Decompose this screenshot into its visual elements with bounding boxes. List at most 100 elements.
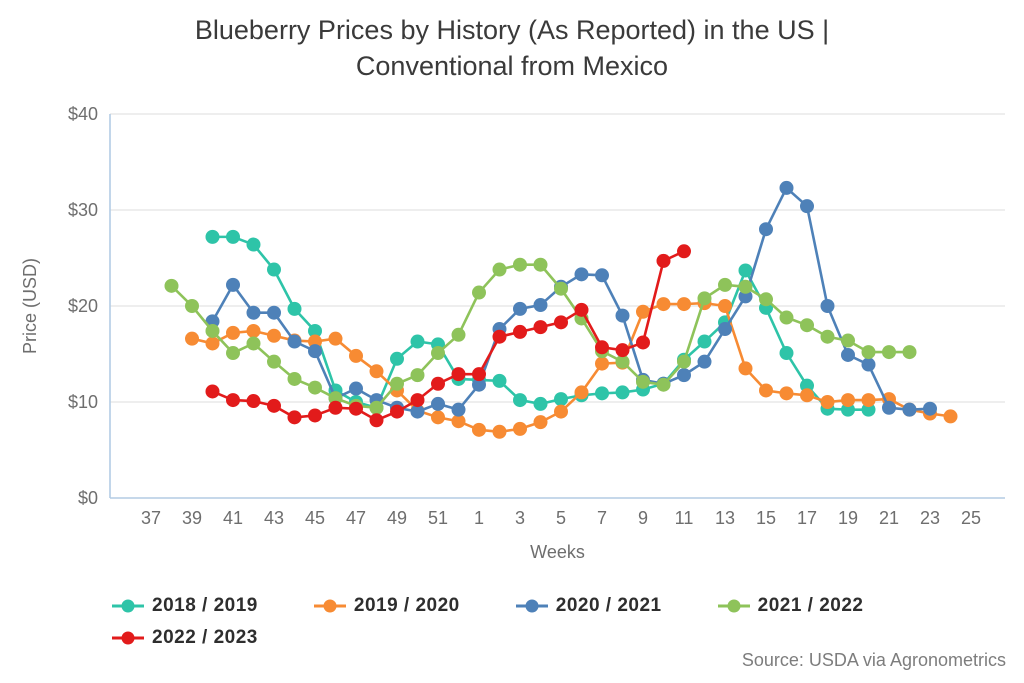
data-point bbox=[431, 410, 445, 425]
source-attribution: Source: USDA via Agronometrics bbox=[741, 650, 1006, 670]
data-point bbox=[287, 410, 302, 425]
data-point bbox=[595, 356, 609, 371]
data-point bbox=[677, 354, 691, 369]
data-point bbox=[226, 229, 240, 244]
data-point bbox=[656, 297, 671, 312]
x-tick-label: 3 bbox=[515, 508, 525, 528]
data-point bbox=[595, 340, 609, 355]
x-tick-label: 37 bbox=[141, 508, 161, 528]
data-point bbox=[308, 344, 322, 359]
legend-item-2019-2020[interactable]: 2019 / 2020 bbox=[313, 595, 460, 617]
legend-label: 2019 / 2020 bbox=[353, 595, 460, 616]
legend-marker-icon bbox=[112, 631, 144, 645]
legend-item-2020-2021[interactable]: 2020 / 2021 bbox=[515, 595, 662, 617]
data-point bbox=[923, 401, 937, 416]
x-tick-label: 1 bbox=[474, 508, 484, 528]
x-tick-label: 19 bbox=[838, 508, 858, 528]
legend: 2018 / 2019 2019 / 2020 2020 / 2021 2021 / … bbox=[112, 595, 992, 659]
data-point bbox=[308, 408, 322, 423]
data-point bbox=[533, 257, 548, 272]
data-point bbox=[636, 374, 650, 389]
x-tick-label: 17 bbox=[797, 508, 817, 528]
data-point bbox=[513, 257, 527, 272]
data-point bbox=[615, 308, 630, 323]
data-point bbox=[451, 402, 466, 417]
data-point bbox=[205, 229, 220, 244]
x-axis-title: Weeks bbox=[530, 542, 585, 562]
data-point bbox=[820, 329, 835, 344]
data-point bbox=[513, 421, 527, 436]
data-point bbox=[697, 291, 712, 306]
data-point bbox=[246, 394, 261, 409]
data-point bbox=[861, 345, 876, 360]
data-point bbox=[697, 354, 712, 369]
data-point bbox=[390, 404, 404, 419]
legend-label: 2018 / 2019 bbox=[152, 595, 258, 616]
data-point bbox=[574, 267, 589, 282]
data-point bbox=[410, 368, 425, 383]
data-point bbox=[328, 400, 343, 415]
data-point bbox=[718, 322, 732, 337]
y-tick-label: $10 bbox=[68, 392, 98, 412]
data-point bbox=[677, 368, 691, 383]
data-point bbox=[287, 334, 302, 349]
data-point bbox=[492, 329, 507, 344]
data-point bbox=[861, 357, 876, 372]
x-tick-label: 7 bbox=[597, 508, 607, 528]
data-point bbox=[718, 299, 732, 313]
data-point bbox=[492, 424, 507, 439]
x-tick-label: 25 bbox=[961, 508, 981, 528]
x-tick-label: 23 bbox=[920, 508, 940, 528]
data-point bbox=[615, 354, 630, 369]
legend-item-2018-2019[interactable]: 2018 / 2019 bbox=[112, 595, 258, 617]
legend-marker-icon bbox=[313, 599, 346, 613]
data-point bbox=[759, 292, 773, 307]
data-point bbox=[431, 396, 445, 411]
legend-item-2021-2022[interactable]: 2021 / 2022 bbox=[717, 595, 864, 617]
chart-title-line1: Blueberry Prices by History (As Reported… bbox=[194, 15, 830, 45]
x-tick-label: 11 bbox=[675, 508, 694, 528]
series-2021-2022 bbox=[164, 257, 917, 415]
chart-title: Blueberry Prices by History (As Reported… bbox=[0, 12, 1024, 84]
y-axis-title: Price (USD) bbox=[20, 258, 40, 354]
data-point bbox=[472, 367, 486, 382]
data-point bbox=[738, 263, 753, 278]
data-point bbox=[841, 333, 855, 348]
data-point bbox=[472, 285, 486, 300]
data-point bbox=[861, 393, 876, 408]
data-point bbox=[308, 334, 322, 349]
data-point bbox=[267, 262, 281, 277]
data-point bbox=[800, 199, 814, 214]
data-point bbox=[841, 347, 855, 362]
data-point bbox=[328, 391, 343, 406]
data-point bbox=[800, 378, 814, 393]
data-point bbox=[246, 237, 261, 252]
chart-title-line2: Conventional from Mexico bbox=[355, 51, 669, 81]
data-point bbox=[267, 305, 281, 320]
data-point bbox=[287, 371, 302, 386]
data-point bbox=[636, 335, 650, 350]
data-point bbox=[595, 386, 609, 401]
data-point bbox=[902, 345, 917, 360]
data-point bbox=[246, 336, 261, 351]
data-point bbox=[779, 310, 794, 325]
legend-label: 2020 / 2021 bbox=[555, 595, 662, 616]
data-point bbox=[308, 380, 322, 395]
data-point bbox=[779, 386, 794, 401]
legend-label: 2021 / 2022 bbox=[757, 595, 864, 616]
y-tick-label: $40 bbox=[68, 104, 98, 124]
legend-item-2022-2023[interactable]: 2022 / 2023 bbox=[112, 627, 258, 649]
data-point bbox=[759, 222, 773, 237]
data-point bbox=[451, 327, 466, 342]
series-line bbox=[211, 185, 931, 413]
data-point bbox=[369, 413, 384, 428]
x-tick-label: 15 bbox=[756, 508, 776, 528]
series-2022-2023 bbox=[205, 244, 691, 428]
data-point bbox=[533, 415, 548, 430]
data-point bbox=[267, 354, 281, 369]
x-tick-label: 43 bbox=[264, 508, 284, 528]
data-point bbox=[779, 180, 794, 195]
data-point bbox=[410, 393, 425, 408]
x-tick-label: 41 bbox=[223, 508, 243, 528]
